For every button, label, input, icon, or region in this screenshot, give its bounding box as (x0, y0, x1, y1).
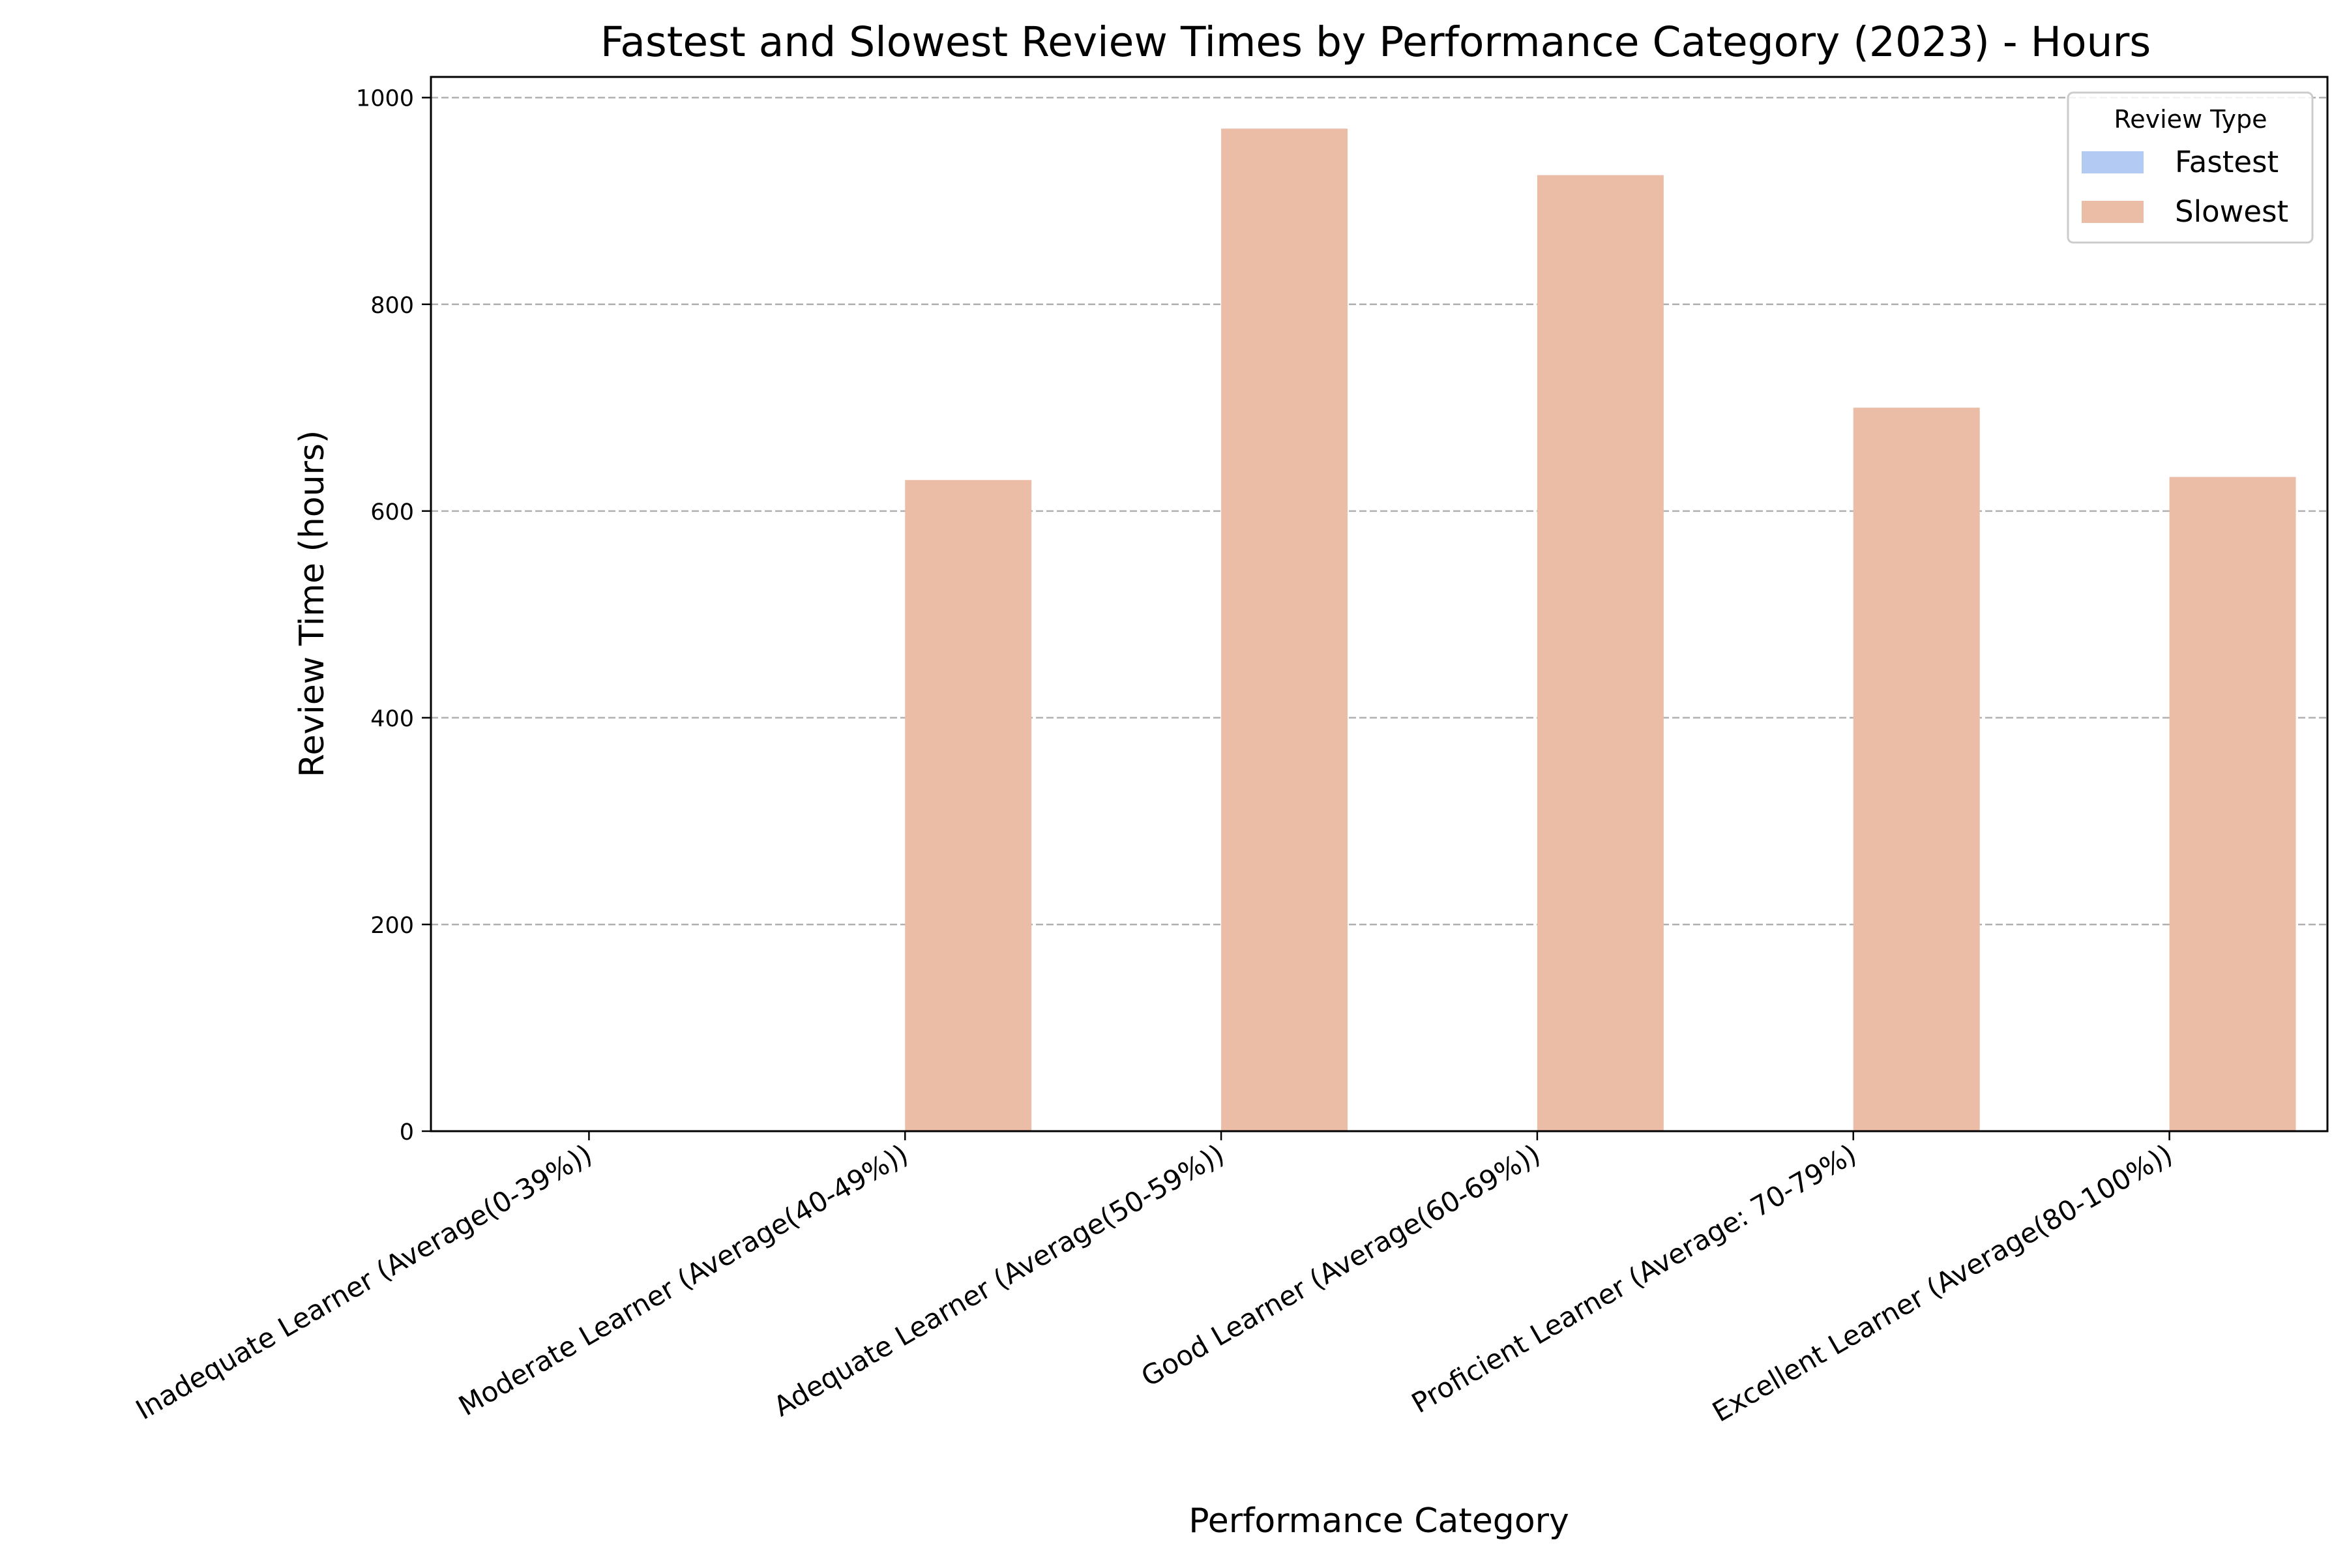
bar-slowest-4 (1853, 407, 1980, 1131)
legend-label-slowest: Slowest (2175, 194, 2288, 229)
y-tick-label: 0 (400, 1119, 414, 1146)
legend-swatch-slowest (2082, 201, 2144, 223)
chart-title: Fastest and Slowest Review Times by Perf… (600, 18, 2151, 66)
y-axis: 0 200 400 600 800 1000 (356, 86, 431, 1146)
y-tick-label: 1000 (356, 86, 414, 112)
legend-swatch-fastest (2082, 151, 2144, 173)
x-axis-label: Performance Category (1188, 1501, 1569, 1541)
bars (905, 128, 2296, 1132)
bar-slowest-3 (1537, 175, 1664, 1132)
y-tick-label: 400 (370, 706, 414, 732)
x-axis: Inadequate Learner (Average(0-39%))Moder… (130, 1131, 2178, 1428)
legend-title: Review Type (2114, 105, 2267, 134)
bar-slowest-2 (1221, 128, 1348, 1132)
legend-label-fastest: Fastest (2175, 145, 2279, 179)
legend-items: Fastest Slowest (2082, 145, 2288, 229)
y-tick-label: 200 (370, 913, 414, 939)
bar-slowest-5 (2169, 477, 2296, 1131)
legend: Review Type Fastest Slowest (2067, 91, 2314, 244)
plot-frame (430, 76, 2329, 1132)
grid-lines (431, 96, 2327, 926)
y-tick-label: 800 (370, 293, 414, 319)
y-axis-label: Review Time (hours) (293, 430, 332, 778)
y-tick-label: 600 (370, 499, 414, 525)
bar-slowest-1 (905, 480, 1032, 1131)
